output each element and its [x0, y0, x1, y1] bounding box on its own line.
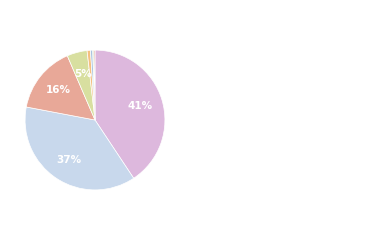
Wedge shape: [93, 50, 95, 120]
Legend: Centre for Biodiversity
Genomics [157], Mined from GenBank, NCBI [144], Research: Centre for Biodiversity Genomics [157], …: [194, 4, 326, 122]
Wedge shape: [67, 51, 95, 120]
Wedge shape: [95, 50, 165, 178]
Wedge shape: [26, 56, 95, 120]
Text: 16%: 16%: [45, 85, 70, 95]
Wedge shape: [94, 50, 95, 120]
Text: 37%: 37%: [56, 155, 81, 165]
Text: 5%: 5%: [74, 69, 92, 79]
Wedge shape: [90, 50, 95, 120]
Wedge shape: [87, 50, 95, 120]
Wedge shape: [25, 107, 134, 190]
Text: 41%: 41%: [128, 101, 153, 111]
